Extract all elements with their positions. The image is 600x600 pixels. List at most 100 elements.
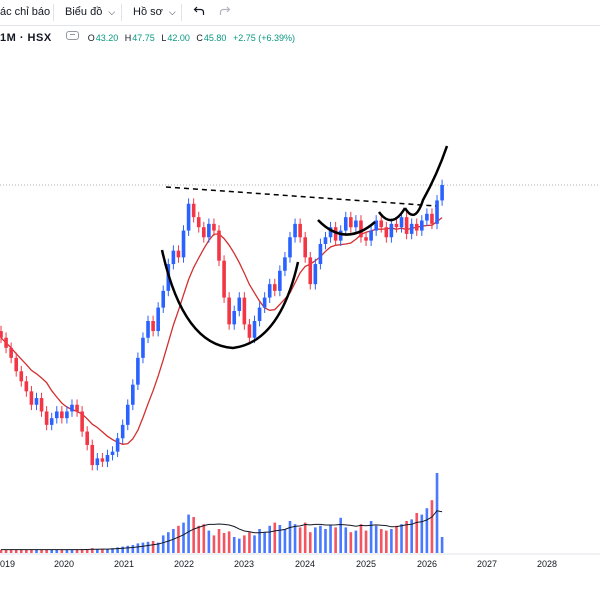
volume-bar	[319, 525, 322, 553]
neckline-dashed[interactable]	[165, 186, 437, 207]
candle-body	[34, 398, 39, 405]
volume-bar	[344, 527, 348, 553]
candle	[19, 365, 24, 387]
handle-curve-2[interactable]	[377, 207, 407, 222]
candle-body	[80, 411, 84, 432]
volume-bar	[400, 524, 403, 553]
candle	[288, 231, 292, 263]
volume-bar	[359, 524, 363, 553]
volume-bar	[390, 529, 393, 553]
candle-body	[257, 307, 262, 322]
candle	[85, 426, 89, 451]
volume-bar	[349, 532, 353, 553]
undo-button[interactable]	[193, 0, 205, 25]
candle	[49, 412, 54, 431]
volume-bar	[263, 532, 266, 553]
candle-body	[420, 220, 424, 231]
profile-button[interactable]: Hồ sơ ⌵	[133, 0, 176, 25]
volume-bar	[19, 549, 23, 553]
volume-bar	[227, 531, 231, 553]
candle	[207, 218, 211, 243]
time-axis-label: 2026	[417, 559, 437, 569]
candle-body	[283, 257, 287, 271]
candle	[44, 406, 49, 431]
breakout-curve[interactable]	[403, 145, 449, 217]
candle	[328, 221, 333, 243]
candle-body	[70, 404, 74, 412]
volume-bar	[273, 522, 277, 553]
candle	[257, 302, 262, 327]
candle-body	[29, 391, 34, 405]
handle-curve-1[interactable]	[317, 219, 376, 236]
redo-button[interactable]	[219, 0, 231, 25]
volume-bar	[253, 535, 256, 553]
candle	[176, 245, 181, 263]
volume-bar	[146, 541, 150, 553]
candle-body	[207, 223, 211, 238]
candle-body	[278, 270, 282, 291]
volume-bar	[425, 508, 429, 553]
indicators-button[interactable]: ác chỉ báo	[0, 0, 50, 25]
candle	[80, 406, 84, 437]
candle	[379, 215, 384, 233]
time-axis-label: 2028	[537, 559, 557, 569]
candle	[414, 218, 419, 236]
candle	[303, 231, 307, 263]
volume-bar	[339, 517, 342, 553]
candle	[100, 453, 105, 468]
candle-body	[399, 217, 404, 228]
candle	[131, 379, 135, 411]
candle-body	[44, 411, 49, 425]
volume-bar	[75, 549, 79, 553]
candle-body	[156, 307, 160, 332]
volume-bar	[430, 500, 434, 553]
candle-body	[267, 284, 272, 298]
chart-type-button[interactable]: Biểu đồ ⌵	[65, 0, 115, 25]
candle-body	[328, 227, 333, 238]
candles-layer	[0, 179, 444, 471]
time-axis-label: 2020	[54, 559, 74, 569]
candle	[343, 211, 348, 236]
candle-body	[430, 213, 434, 224]
candle	[227, 292, 231, 330]
candle	[9, 342, 13, 364]
candle	[435, 195, 439, 230]
volume-bar	[156, 542, 160, 553]
candle	[354, 215, 358, 233]
volume-bar	[65, 549, 69, 553]
volume-bar	[440, 537, 444, 553]
candle	[212, 218, 216, 236]
candle-body	[202, 227, 206, 238]
close-value: 45.80	[203, 33, 227, 43]
candle	[110, 446, 115, 461]
visibility-eye-icon[interactable]	[66, 31, 80, 40]
time-axis-label: 2025	[356, 559, 376, 569]
candle-body	[242, 297, 247, 325]
candle	[430, 208, 434, 230]
indicators-label: ác chỉ báo	[0, 6, 51, 18]
candle	[293, 218, 297, 243]
candle-body	[115, 438, 120, 452]
cup-curve[interactable]	[160, 249, 300, 350]
candle-body	[237, 297, 242, 311]
candle	[0, 325, 3, 344]
candle	[384, 221, 389, 243]
redo-icon	[219, 6, 231, 15]
candle	[283, 252, 287, 277]
candle-body	[318, 243, 323, 265]
toolbar-divider	[121, 4, 122, 21]
volume-bar	[237, 538, 241, 553]
volume-bar	[25, 549, 28, 553]
volume-bar	[172, 529, 175, 553]
volume-bar	[136, 543, 140, 553]
profile-label: Hồ sơ	[133, 6, 163, 18]
candle-body	[323, 237, 328, 244]
volume-bar	[14, 549, 18, 553]
candle-body	[379, 220, 384, 228]
candle-body	[384, 227, 389, 238]
candle-body	[338, 230, 343, 241]
candle-body	[359, 220, 363, 238]
symbol-label: 1M · HSX	[0, 32, 52, 44]
open-label: O	[87, 33, 95, 43]
